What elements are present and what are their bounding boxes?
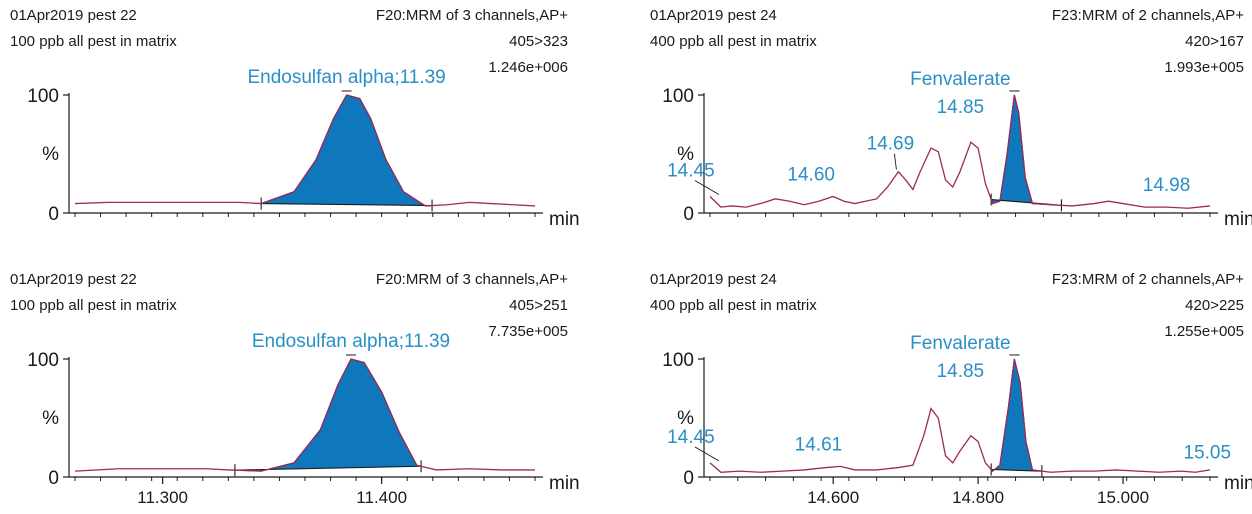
x-tick-label: 11.300 — [137, 488, 188, 507]
y-tick-label: 0 — [683, 204, 694, 225]
chromatogram-trace — [74, 358, 535, 472]
axes: 100% 0 min 14.600 14.800 15.000 — [662, 350, 1252, 507]
transition-label: 420>167 — [1185, 33, 1244, 50]
y-tick-label: 0 — [48, 468, 59, 489]
x-axis-unit: min — [549, 209, 580, 230]
axes: 100% 0 min 11.300 11.400 — [27, 350, 579, 507]
peak-label: 14.85 — [937, 97, 985, 118]
y-tick-label: % — [677, 408, 694, 429]
peak-label: Fenvalerate — [910, 333, 1010, 354]
function-label: F20:MRM of 3 channels,AP+ — [375, 7, 568, 24]
peak-label-leader — [694, 180, 720, 195]
sample-name: 01Apr2019 pest 24 — [650, 7, 777, 24]
peak-label: 14.45 — [667, 160, 715, 181]
transition-label: 420>225 — [1185, 297, 1244, 314]
intensity-label: 1.246e+006 — [488, 59, 568, 76]
y-tick-label: 100 — [662, 86, 694, 107]
y-tick-label: % — [42, 144, 59, 165]
peak-label-leader — [694, 446, 720, 462]
peak-label: 14.45 — [667, 427, 715, 448]
sample-description: 100 ppb all pest in matrix — [10, 33, 177, 50]
intensity-label: 1.993e+005 — [1164, 59, 1244, 76]
peak-label: 14.85 — [937, 361, 985, 382]
axes: 100% 0 min — [662, 86, 1252, 230]
function-label: F23:MRM of 2 channels,AP+ — [1051, 271, 1244, 288]
intensity-label: 1.255e+005 — [1164, 323, 1244, 340]
chromatogram-plot: 100% 0 min 11.300 11.400 Endosulfan alpha;11.… — [27, 331, 579, 507]
transition-label: 405>251 — [509, 297, 568, 314]
axes: 100% 0 min — [27, 86, 579, 230]
chromatogram-plot: 100% 0 min Endosulfan alpha;11.39 — [27, 67, 579, 230]
y-tick-label: 0 — [683, 468, 694, 489]
x-axis-unit: min — [1224, 209, 1252, 230]
x-axis-unit: min — [1224, 473, 1252, 494]
x-tick-label: 15.000 — [1097, 488, 1149, 507]
sample-name: 01Apr2019 pest 24 — [650, 271, 777, 288]
integrated-peak-area — [234, 358, 422, 472]
chromatogram-panel-top-left: 01Apr2019 pest 22 100 ppb all pest in ma… — [0, 0, 620, 250]
sample-description: 400 ppb all pest in matrix — [650, 33, 817, 50]
transition-label: 405>323 — [509, 33, 568, 50]
chromatogram-trace — [74, 94, 536, 207]
chromatogram-plot: 100% 0 min 14.600 14.800 15.000 Fenvalerate 14.… — [662, 333, 1252, 507]
peak-label-leader — [893, 153, 897, 170]
peak-label: Fenvalerate — [910, 69, 1010, 90]
chromatogram-panel-bottom-right: 01Apr2019 pest 24 400 ppb all pest in ma… — [632, 264, 1252, 514]
peak-label: Endosulfan alpha;11.39 — [252, 331, 450, 352]
chromatogram-trace — [709, 358, 1211, 473]
integrated-peak-area — [261, 94, 433, 207]
chromatogram-trace — [709, 94, 1211, 209]
function-label: F23:MRM of 2 channels,AP+ — [1051, 7, 1244, 24]
x-axis-unit: min — [549, 473, 580, 494]
y-tick-label: 100 — [27, 86, 59, 107]
sample-description: 100 ppb all pest in matrix — [10, 297, 177, 314]
x-tick-label: 11.400 — [356, 488, 407, 507]
x-tick-label: 14.600 — [807, 488, 859, 507]
integrated-peak-area — [989, 358, 1042, 472]
sample-name: 01Apr2019 pest 22 — [10, 7, 137, 24]
peak-label: 14.60 — [787, 164, 835, 185]
peak-label: 14.98 — [1143, 175, 1191, 196]
chromatogram-panel-top-right: 01Apr2019 pest 24 400 ppb all pest in ma… — [632, 0, 1252, 250]
y-tick-label: % — [677, 144, 694, 165]
y-tick-label: 100 — [27, 350, 59, 371]
peak-label: Endosulfan alpha;11.39 — [247, 67, 445, 88]
peak-label: 14.69 — [867, 134, 915, 155]
chromatogram-panel-bottom-left: 01Apr2019 pest 22 100 ppb all pest in ma… — [0, 264, 620, 514]
y-tick-label: % — [42, 408, 59, 429]
sample-description: 400 ppb all pest in matrix — [650, 297, 817, 314]
y-tick-label: 100 — [662, 350, 694, 371]
intensity-label: 7.735e+005 — [488, 323, 568, 340]
x-tick-label: 14.800 — [952, 488, 1004, 507]
peak-label: 15.05 — [1184, 442, 1232, 463]
y-tick-label: 0 — [48, 204, 59, 225]
sample-name: 01Apr2019 pest 22 — [10, 271, 137, 288]
peak-label: 14.61 — [795, 434, 843, 455]
function-label: F20:MRM of 3 channels,AP+ — [375, 271, 568, 288]
